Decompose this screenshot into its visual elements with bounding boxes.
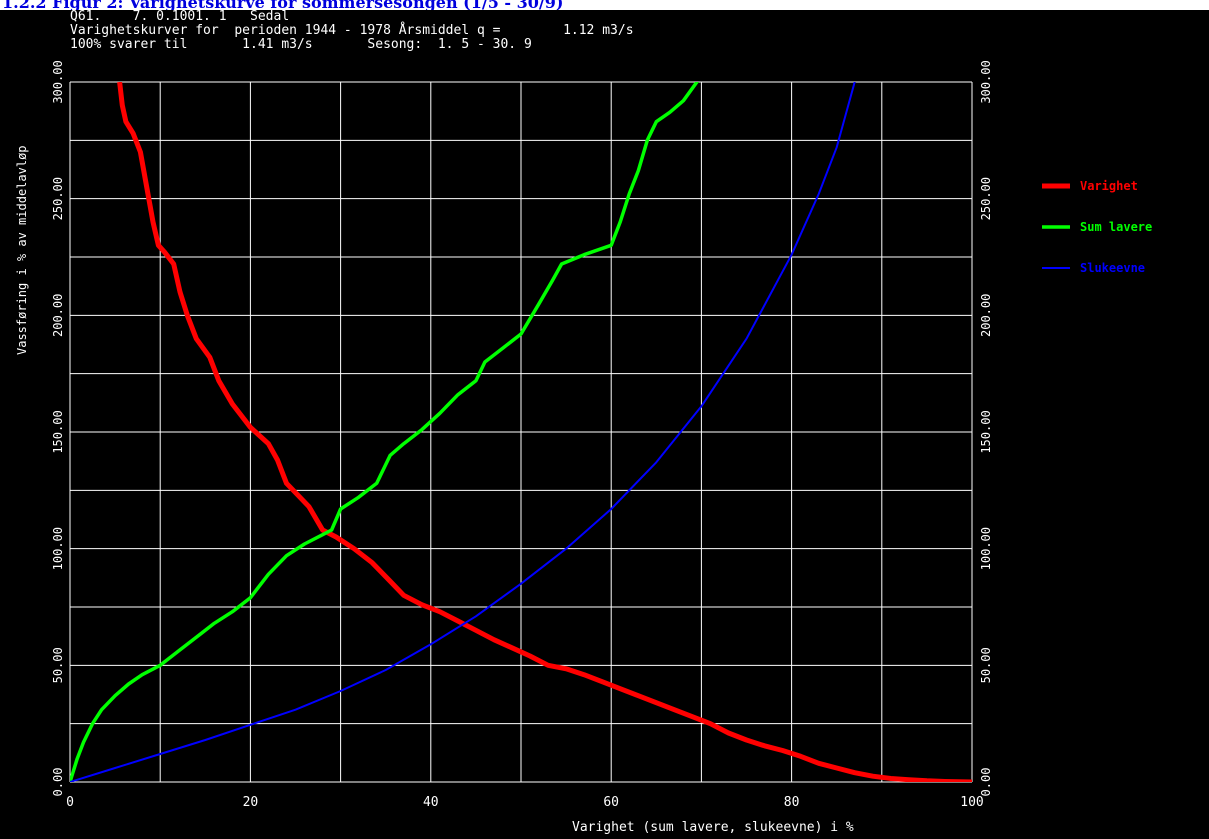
header-line-1: Q61. 7. 0.1001. 1 Sedal xyxy=(70,9,290,24)
x-tick-label: 40 xyxy=(423,795,439,810)
y-tick-label-left: 200.00 xyxy=(51,294,65,337)
series-line-sum-lavere xyxy=(70,82,699,782)
series-lines xyxy=(70,82,972,782)
grid-lines xyxy=(69,81,973,783)
y-tick-label-left: 150.00 xyxy=(51,410,65,453)
y-tick-label-right: 300.00 xyxy=(979,60,993,103)
x-axis-label: Varighet (sum lavere, slukeevne) i % xyxy=(572,820,854,835)
legend-label: Varighet xyxy=(1080,179,1138,193)
x-tick-label: 60 xyxy=(603,795,619,810)
legend: Varighet Sum lavere Slukeevne xyxy=(1042,179,1152,275)
y-tick-label-right: 250.00 xyxy=(979,177,993,220)
y-tick-label-right: 100.00 xyxy=(979,527,993,570)
y-tick-label-right: 50.00 xyxy=(979,647,993,683)
series-line-slukeevne xyxy=(70,82,856,782)
y-tick-label-left: 100.00 xyxy=(51,527,65,570)
y-tick-label-left: 250.00 xyxy=(51,177,65,220)
y-tick-label-right: 150.00 xyxy=(979,410,993,453)
x-tick-label: 0 xyxy=(66,795,74,810)
section-heading: 1.2.2 Figur 2: Varighetskurve for sommer… xyxy=(0,0,1209,10)
y-tick-label-right: 200.00 xyxy=(979,294,993,337)
x-tick-label: 20 xyxy=(243,795,259,810)
y-axis-label: Vassføring i % av middelavløp xyxy=(15,145,29,355)
y-tick-label-left: 300.00 xyxy=(51,60,65,103)
header-line-3: 100% svarer til 1.41 m3/s Sesong: 1. 5 -… xyxy=(70,37,532,52)
y-tick-label-right: 0.00 xyxy=(979,768,993,797)
legend-label: Sum lavere xyxy=(1080,220,1152,234)
x-tick-label: 80 xyxy=(784,795,800,810)
y-tick-label-left: 0.00 xyxy=(51,768,65,797)
x-tick-label: 100 xyxy=(960,795,983,810)
legend-label: Slukeevne xyxy=(1080,261,1145,275)
y-tick-labels-right: 0.00 50.00 100.00 150.00 200.00 250.00 300.00 xyxy=(979,60,993,796)
y-tick-labels-left: 0.00 50.00 100.00 150.00 200.00 250.00 300.00 xyxy=(51,60,65,796)
x-tick-labels: 0 20 40 60 80 100 xyxy=(66,795,984,810)
header-line-2: Varighetskurver for perioden 1944 - 1978… xyxy=(70,23,634,38)
y-tick-label-left: 50.00 xyxy=(51,647,65,683)
series-line-varighet xyxy=(117,82,972,782)
